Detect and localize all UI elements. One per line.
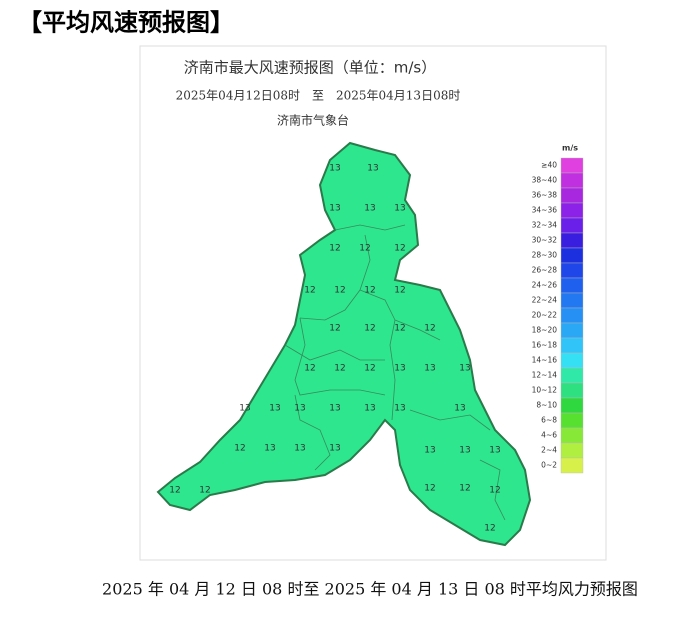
region-value: 13 xyxy=(294,404,305,414)
region-value: 12 xyxy=(304,286,315,296)
legend-label: 26~28 xyxy=(532,266,558,275)
legend-swatch xyxy=(560,172,584,189)
region-value: 13 xyxy=(329,204,340,214)
region-value: 12 xyxy=(424,484,435,494)
region-value: 13 xyxy=(329,404,340,414)
legend-label: 12~14 xyxy=(532,371,558,380)
legend-swatch xyxy=(560,232,584,249)
legend-unit: m/s xyxy=(562,144,578,153)
legend-swatch xyxy=(560,157,584,174)
legend-label: 4~6 xyxy=(541,431,557,440)
legend-label: 10~12 xyxy=(532,386,558,395)
legend-swatch xyxy=(560,247,584,264)
region-value: 13 xyxy=(367,164,378,174)
region-value: 13 xyxy=(329,164,340,174)
legend-swatch xyxy=(560,412,584,429)
region-value: 12 xyxy=(199,486,210,496)
region-value: 12 xyxy=(364,364,375,374)
legend-swatch xyxy=(560,307,584,324)
region-value: 13 xyxy=(394,204,405,214)
legend-label: 14~16 xyxy=(532,356,558,365)
legend-label: 34~36 xyxy=(532,206,558,215)
legend-label: 16~18 xyxy=(532,341,558,350)
district-boundaries xyxy=(284,224,506,521)
region-value: 12 xyxy=(329,244,340,254)
region-value: 12 xyxy=(364,286,375,296)
region-value: 13 xyxy=(294,444,305,454)
legend-swatch xyxy=(560,337,584,354)
map-subtitle: 2025年04月12日08时 至 2025年04月13日08时 xyxy=(176,89,461,103)
region-value: 12 xyxy=(334,364,345,374)
legend-swatch xyxy=(560,397,584,414)
region-value: 12 xyxy=(394,286,405,296)
region-value: 13 xyxy=(454,404,465,414)
region-value: 13 xyxy=(269,404,280,414)
legend-label: 8~10 xyxy=(536,401,557,410)
legend-swatch xyxy=(560,442,584,459)
region-value: 13 xyxy=(394,404,405,414)
caption: 2025 年 04 月 12 日 08 时至 2025 年 04 月 13 日 … xyxy=(102,580,638,599)
legend-swatch xyxy=(560,352,584,369)
region-value: 12 xyxy=(394,324,405,334)
legend-label: 30~32 xyxy=(532,236,558,245)
region-value: 12 xyxy=(359,244,370,254)
region-value: 13 xyxy=(239,404,250,414)
region-value: 12 xyxy=(329,324,340,334)
legend-label: 20~22 xyxy=(532,311,558,320)
region-value: 13 xyxy=(459,364,470,374)
legend-label: 2~4 xyxy=(541,446,557,455)
legend-swatch xyxy=(560,187,584,204)
region-value: 13 xyxy=(364,404,375,414)
region-value: 13 xyxy=(424,364,435,374)
legend-label: 28~30 xyxy=(532,251,558,260)
region-value: 12 xyxy=(424,324,435,334)
region-value: 13 xyxy=(459,446,470,456)
region-value: 13 xyxy=(264,444,275,454)
legend-label: 24~26 xyxy=(532,281,558,290)
city-area xyxy=(156,141,532,547)
region-value: 13 xyxy=(424,446,435,456)
legend-swatch xyxy=(560,457,584,474)
region-value: 12 xyxy=(394,244,405,254)
legend-label: 6~8 xyxy=(541,416,557,425)
region-value: 12 xyxy=(484,524,495,534)
region-value: 12 xyxy=(459,484,470,494)
legend-swatch xyxy=(560,202,584,219)
region-value: 12 xyxy=(489,486,500,496)
legend-label: 0~2 xyxy=(541,461,557,470)
legend-swatch xyxy=(560,322,584,339)
legend-label: ≥40 xyxy=(541,161,557,170)
legend-label: 32~34 xyxy=(532,221,558,230)
region-value: 13 xyxy=(364,204,375,214)
legend-label: 36~38 xyxy=(532,191,558,200)
region-value: 12 xyxy=(334,286,345,296)
legend-swatch xyxy=(560,217,584,234)
map-title: 济南市最大风速预报图（单位：m/s） xyxy=(184,59,436,77)
legend-swatch xyxy=(560,427,584,444)
legend-swatch xyxy=(560,277,584,294)
legend-label: 22~24 xyxy=(532,296,558,305)
map-agency: 济南市气象台 xyxy=(277,113,349,128)
header-title: 【平均风速预报图】 xyxy=(18,8,234,37)
region-value: 12 xyxy=(364,324,375,334)
region-value: 12 xyxy=(234,444,245,454)
region-value: 13 xyxy=(489,446,500,456)
legend-swatch xyxy=(560,367,584,384)
region-value: 12 xyxy=(304,364,315,374)
legend-label: 18~20 xyxy=(532,326,558,335)
legend-swatch xyxy=(560,292,584,309)
legend-label: 38~40 xyxy=(532,176,558,185)
region-value: 13 xyxy=(394,364,405,374)
legend-swatch xyxy=(560,382,584,399)
region-value: 12 xyxy=(169,486,180,496)
legend-swatch xyxy=(560,262,584,279)
region-value: 13 xyxy=(329,444,340,454)
